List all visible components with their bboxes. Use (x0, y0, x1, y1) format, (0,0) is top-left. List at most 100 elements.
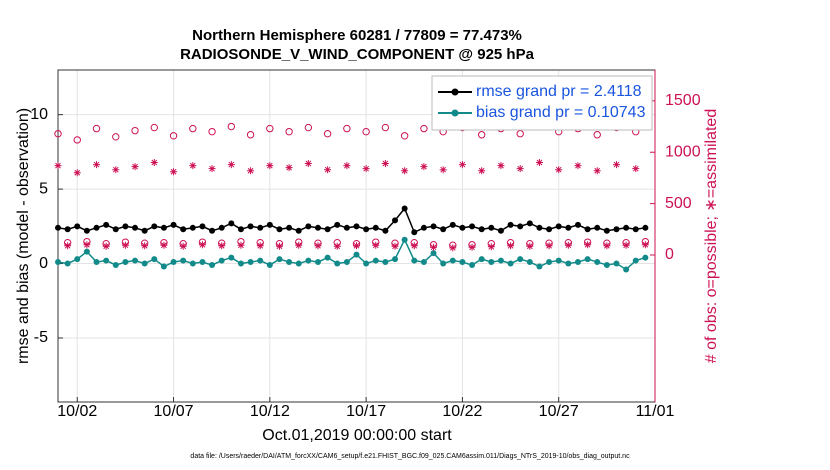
data-point (622, 241, 630, 249)
data-point (93, 224, 100, 231)
data-point (180, 226, 187, 233)
data-point (555, 223, 562, 230)
y-axis-label: rmse and bias (model - observation) (15, 108, 32, 364)
data-point (381, 160, 389, 168)
data-point (536, 263, 543, 270)
data-point (546, 226, 553, 233)
data-point (430, 243, 438, 251)
data-point (305, 223, 312, 230)
data-point (526, 259, 533, 266)
data-point (593, 167, 601, 175)
data-point (324, 226, 331, 233)
data-point (517, 223, 524, 230)
data-point (285, 164, 293, 172)
data-point (420, 124, 428, 133)
data-point (420, 163, 428, 171)
data-point (55, 224, 61, 231)
data-point (141, 260, 148, 267)
data-point (343, 259, 350, 266)
data-point (603, 227, 610, 234)
data-point (208, 127, 216, 136)
data-point (574, 162, 582, 170)
data-point (526, 220, 533, 227)
data-point (286, 224, 293, 231)
data-point (353, 223, 360, 230)
data-point (411, 229, 418, 236)
data-point (565, 260, 572, 267)
y-tick-label: 0 (39, 255, 48, 272)
data-point (516, 130, 524, 138)
data-point (363, 226, 370, 233)
data-point (170, 221, 177, 228)
data-point (247, 223, 254, 230)
x-tick-label: 11/01 (636, 403, 675, 420)
data-point (469, 223, 476, 230)
legend-label: rmse grand pr = 2.4118 (476, 83, 642, 100)
y-tick-label: 5 (39, 180, 48, 197)
legend-marker (451, 109, 459, 117)
data-point (584, 256, 591, 263)
data-point (536, 224, 543, 231)
footnote: data file: /Users/raeder/DAI/ATM_forcXX/… (190, 453, 630, 460)
data-point (218, 257, 225, 264)
data-point (160, 241, 168, 249)
data-point (632, 257, 639, 264)
data-point (189, 162, 197, 170)
data-point (218, 224, 225, 231)
data-point (180, 257, 187, 264)
data-point (132, 257, 139, 264)
data-point (594, 259, 601, 266)
data-point (343, 162, 351, 170)
data-point (295, 241, 303, 249)
data-point (83, 248, 90, 255)
data-point (574, 221, 581, 228)
data-point (141, 227, 148, 234)
data-point (449, 257, 456, 264)
data-point (314, 259, 321, 266)
data-point (449, 221, 456, 228)
data-point (160, 224, 167, 231)
data-point (400, 132, 409, 140)
data-point (276, 226, 283, 233)
data-point (122, 259, 129, 266)
data-point (112, 133, 120, 141)
data-point (266, 262, 273, 269)
data-point (381, 123, 390, 132)
data-point (103, 221, 110, 228)
x-tick-label: 10/27 (539, 403, 579, 420)
data-point (295, 227, 302, 234)
data-point (246, 131, 255, 139)
data-point (199, 259, 206, 266)
data-point (478, 256, 485, 263)
data-point (209, 227, 216, 234)
data-point (102, 242, 110, 250)
data-point (103, 257, 110, 264)
data-point (555, 166, 563, 174)
data-point (73, 169, 81, 177)
data-point (362, 165, 370, 173)
data-point (623, 266, 630, 273)
data-point (285, 127, 293, 136)
data-point (401, 167, 409, 175)
data-point (343, 224, 350, 231)
data-point (227, 161, 235, 169)
data-point (440, 260, 447, 267)
data-point (323, 130, 332, 138)
data-point (497, 162, 505, 170)
data-point (507, 260, 514, 267)
data-point (209, 262, 216, 269)
data-point (593, 131, 601, 139)
data-point (304, 160, 312, 168)
data-point (612, 161, 620, 169)
data-point (73, 136, 81, 144)
data-point (228, 254, 235, 261)
data-point (112, 262, 119, 269)
data-point (420, 259, 427, 266)
data-point (459, 259, 466, 266)
data-point (545, 242, 553, 250)
data-point (256, 242, 264, 250)
data-point (392, 217, 399, 224)
data-point (266, 221, 273, 228)
data-point (74, 256, 81, 263)
